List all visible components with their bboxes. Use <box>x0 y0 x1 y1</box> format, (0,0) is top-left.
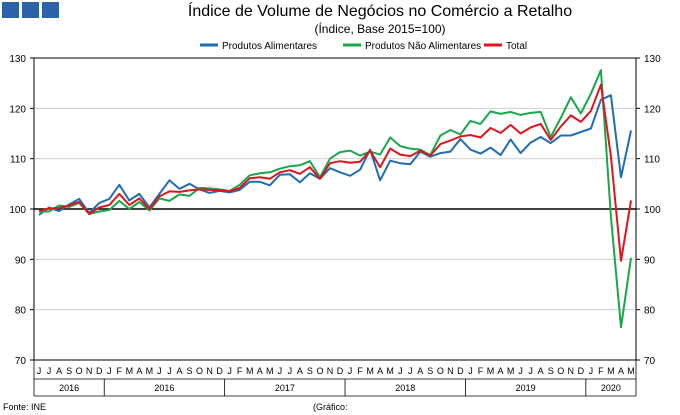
year-label: 2018 <box>395 383 415 393</box>
x-tick-label: F <box>357 366 363 376</box>
x-tick-label: S <box>187 366 193 376</box>
x-tick-label: J <box>589 366 594 376</box>
x-tick-label: D <box>96 366 103 376</box>
x-tick-label: J <box>167 366 172 376</box>
x-tick-label: M <box>146 366 154 376</box>
x-tick-label: S <box>427 366 433 376</box>
x-tick-label: M <box>266 366 274 376</box>
x-tick-label: S <box>66 366 72 376</box>
logo-block <box>42 2 59 18</box>
x-tick-label: J <box>518 366 523 376</box>
x-tick-label: A <box>538 366 544 376</box>
legend-label: Produtos Alimentares <box>222 41 317 52</box>
x-tick-label: A <box>257 366 263 376</box>
legend-label: Total <box>506 41 527 52</box>
ine-logo <box>2 2 59 18</box>
x-tick-label: A <box>498 366 504 376</box>
x-tick-label: A <box>377 366 383 376</box>
y-tick-label-right: 70 <box>644 356 656 367</box>
x-tick-label: J <box>278 366 283 376</box>
x-tick-label: M <box>246 366 254 376</box>
x-tick-label: J <box>408 366 413 376</box>
x-tick-label: S <box>307 366 313 376</box>
x-tick-label: D <box>578 366 585 376</box>
y-tick-label-left: 80 <box>15 306 27 317</box>
y-tick-label-left: 90 <box>15 255 27 266</box>
logo-block <box>22 2 39 18</box>
y-tick-label-left: 130 <box>9 54 26 65</box>
x-tick-label: A <box>297 366 303 376</box>
series-line <box>38 83 632 262</box>
x-tick-label: N <box>206 366 213 376</box>
legend-label: Produtos Não Alimentares <box>365 41 481 52</box>
chart-note: (Gráfico: <box>313 402 348 412</box>
x-tick-label: M <box>386 366 394 376</box>
y-tick-label-right: 100 <box>644 205 661 216</box>
x-tick-label: J <box>528 366 533 376</box>
year-label: 2016 <box>59 383 79 393</box>
y-tick-label-right: 110 <box>644 155 660 166</box>
x-tick-label: J <box>107 366 112 376</box>
x-tick-label: N <box>327 366 334 376</box>
y-tick-label-right: 120 <box>644 104 661 115</box>
x-tick-label: A <box>56 366 62 376</box>
x-tick-label: F <box>478 366 484 376</box>
y-tick-label-left: 100 <box>9 205 26 216</box>
x-tick-label: O <box>437 366 444 376</box>
x-tick-label: J <box>47 366 52 376</box>
chart-subtitle: (Índice, Base 2015=100) <box>314 22 446 36</box>
x-tick-label: D <box>216 366 223 376</box>
x-tick-label: N <box>447 366 454 376</box>
y-tick-label-right: 90 <box>644 255 656 266</box>
x-tick-label: F <box>117 366 123 376</box>
x-tick-label: D <box>337 366 344 376</box>
year-label: 2016 <box>154 383 174 393</box>
x-tick-label: M <box>607 366 615 376</box>
x-tick-label: J <box>157 366 162 376</box>
year-label: 2017 <box>275 383 295 393</box>
x-tick-label: M <box>366 366 374 376</box>
series-line <box>39 69 632 329</box>
x-tick-label: D <box>457 366 464 376</box>
x-tick-label: M <box>126 366 134 376</box>
year-label: 2020 <box>601 383 621 393</box>
x-tick-label: N <box>568 366 575 376</box>
x-tick-label: A <box>176 366 182 376</box>
x-tick-label: O <box>316 366 323 376</box>
chart-title: Índice de Volume de Negócios no Comércio… <box>187 3 573 20</box>
x-tick-label: F <box>598 366 604 376</box>
x-tick-label: A <box>618 366 624 376</box>
y-tick-label-left: 110 <box>10 155 26 166</box>
logo-block <box>2 2 19 18</box>
x-tick-label: O <box>557 366 564 376</box>
y-tick-label-right: 130 <box>644 54 661 65</box>
x-tick-label: M <box>627 366 635 376</box>
x-tick-label: O <box>196 366 203 376</box>
series-line <box>38 94 632 216</box>
y-tick-label-left: 70 <box>15 356 27 367</box>
x-tick-label: A <box>417 366 423 376</box>
y-tick-label-right: 80 <box>644 306 656 317</box>
x-tick-label: J <box>398 366 403 376</box>
y-tick-label-left: 120 <box>9 104 26 115</box>
x-tick-label: O <box>76 366 83 376</box>
x-tick-label: M <box>507 366 515 376</box>
year-label: 2019 <box>516 383 536 393</box>
x-tick-label: J <box>288 366 293 376</box>
x-tick-label: J <box>37 366 42 376</box>
x-tick-label: J <box>348 366 353 376</box>
x-tick-label: J <box>227 366 232 376</box>
x-tick-label: A <box>136 366 142 376</box>
x-tick-label: F <box>237 366 243 376</box>
x-tick-label: M <box>487 366 495 376</box>
source-note: Fonte: INE <box>3 402 47 412</box>
x-tick-label: N <box>86 366 93 376</box>
x-tick-label: J <box>468 366 473 376</box>
x-tick-label: S <box>548 366 554 376</box>
